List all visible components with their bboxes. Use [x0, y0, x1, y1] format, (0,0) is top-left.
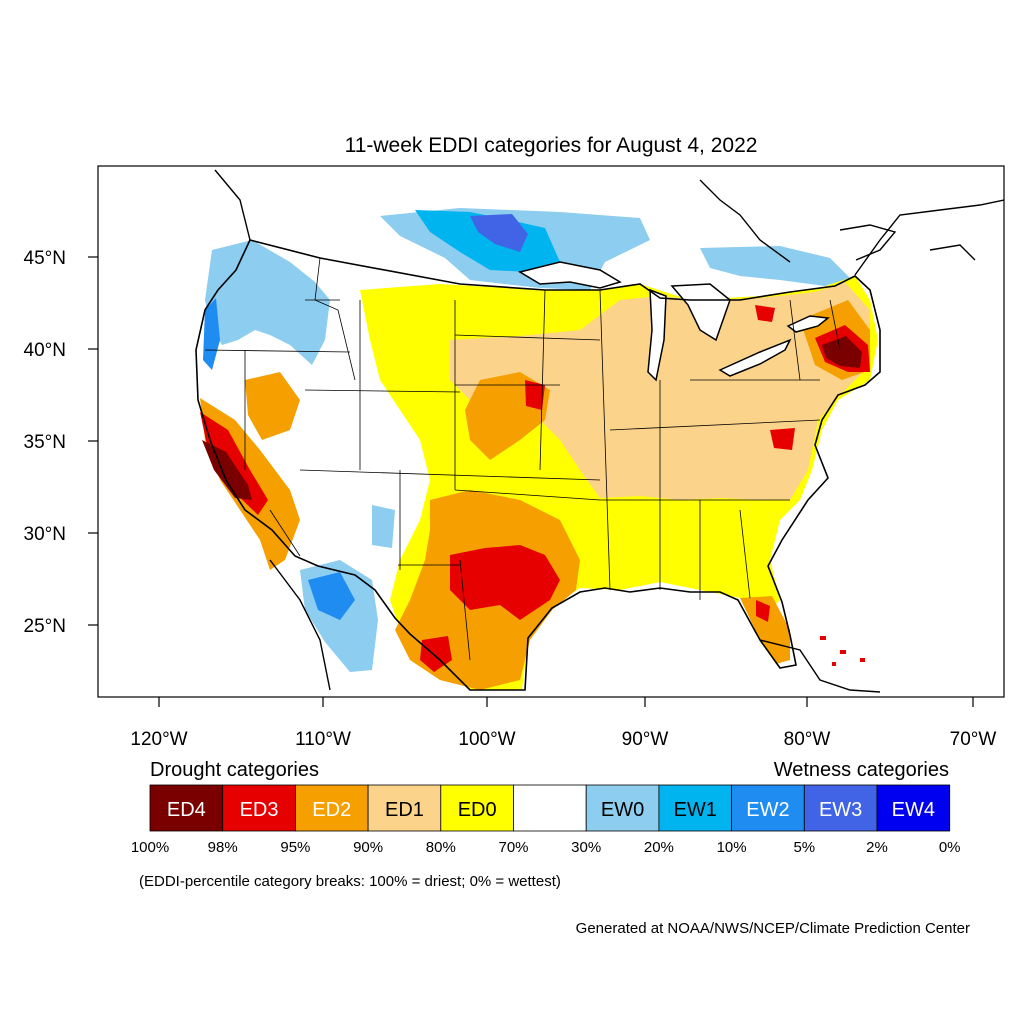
- drought-ed2-great-basin: [245, 372, 300, 440]
- legend-swatch: [294, 784, 369, 832]
- drought-ed3-florida: [756, 600, 770, 622]
- map-title: 11-week EDDI categories for August 4, 20…: [345, 134, 758, 157]
- legend-swatch: [222, 784, 296, 832]
- drought-ed3-ohio: [755, 305, 775, 322]
- wet-lake-superior-core: [470, 214, 528, 252]
- legend-swatch-label: ED2: [312, 799, 351, 821]
- lat-tick-label: 35°N: [24, 432, 66, 453]
- lake-michigan: [647, 288, 667, 382]
- legend-swatch-label: ED1: [385, 799, 424, 821]
- legend-swatch: [876, 784, 951, 832]
- lake-huron: [670, 283, 731, 342]
- legend-swatch: [440, 784, 514, 832]
- lon-tick-label: 110°W: [295, 729, 351, 750]
- legend-swatch-label: ED0: [458, 799, 497, 821]
- legend-break-label: 70%: [498, 839, 528, 856]
- legend-swatch-label: EW2: [746, 799, 789, 821]
- legend-break-label: 90%: [353, 839, 383, 856]
- conus-outline: [195, 239, 881, 691]
- category-legend: ED4 ED3 ED2 ED1 ED0 EW0 EW1 EW2 EW3 EW4: [149, 784, 951, 832]
- map-frame: [97, 165, 1005, 698]
- legend-swatch: [513, 784, 587, 832]
- latitude-axis: 45°N 40°N 35°N 30°N 25°N: [24, 248, 98, 637]
- legend-swatch-label: EW0: [601, 799, 644, 821]
- legend-break-label: 98%: [208, 839, 238, 856]
- legend-break-label: 5%: [793, 839, 815, 856]
- legend-swatch-label: ED4: [167, 799, 206, 821]
- lon-tick-label: 80°W: [784, 729, 831, 750]
- caribbean-specks: [820, 636, 865, 666]
- lake-erie: [718, 338, 792, 377]
- wet-coast-strip: [203, 298, 220, 370]
- legend-swatch: [658, 784, 733, 832]
- legend-break-label: 30%: [571, 839, 601, 856]
- international-lines: [214, 169, 1004, 693]
- longitude-axis: 120°W 110°W 100°W 90°W 80°W 70°W: [130, 697, 996, 750]
- drought-ed4-northeast: [822, 336, 862, 368]
- legend-break-label: 0%: [939, 839, 961, 856]
- lon-tick-label: 120°W: [130, 729, 187, 750]
- lake-superior: [518, 261, 622, 289]
- lat-tick-label: 30°N: [24, 524, 66, 545]
- lon-tick-label: 70°W: [950, 729, 997, 750]
- wetness-heading: Wetness categories: [774, 759, 949, 781]
- legend-swatch: [585, 784, 660, 832]
- legend-swatch: [731, 784, 805, 832]
- legend-break-label: 10%: [717, 839, 747, 856]
- legend-break-label: 80%: [426, 839, 456, 856]
- wet-northern-core: [415, 210, 560, 272]
- drought-ed3-texas: [450, 545, 560, 620]
- drought-ed4-california: [202, 440, 252, 500]
- legend-swatch-label: EW1: [674, 799, 717, 821]
- lake-ontario: [786, 315, 830, 333]
- legend-break-label: 100%: [131, 839, 169, 856]
- legend-break-label: 2%: [866, 839, 888, 856]
- state-borders: [204, 257, 841, 661]
- drought-ed3-virginia: [770, 428, 795, 450]
- legend-swatch-label: EW3: [819, 799, 862, 821]
- drought-ed3-california: [200, 412, 268, 515]
- lat-tick-label: 45°N: [24, 248, 66, 269]
- drought-ed2-florida: [740, 596, 790, 664]
- wet-southwest-core: [308, 572, 355, 620]
- wet-great-lakes-north: [700, 246, 850, 286]
- category-breaks: 100% 98% 95% 90% 80% 70% 30% 20% 10% 5% 2% 0%: [131, 839, 961, 856]
- wet-pacific-northwest: [205, 240, 330, 365]
- lon-tick-label: 100°W: [458, 729, 515, 750]
- map-body: [195, 169, 1004, 693]
- lat-tick-label: 40°N: [24, 340, 66, 361]
- legend-swatch-label: EW4: [892, 799, 935, 821]
- legend-swatch: [149, 784, 224, 832]
- lat-tick-label: 25°N: [24, 616, 66, 637]
- legend-break-label: 95%: [280, 839, 310, 856]
- category-note: (EDDI-percentile category breaks: 100% =…: [139, 873, 561, 890]
- drought-ed3-kansas: [525, 380, 545, 410]
- drought-heading: Drought categories: [150, 759, 319, 781]
- legend-break-label: 20%: [644, 839, 674, 856]
- lon-tick-label: 90°W: [622, 729, 669, 750]
- credit-line: Generated at NOAA/NWS/NCEP/Climate Predi…: [576, 920, 970, 937]
- wet-new-mexico: [372, 505, 395, 548]
- legend-swatch-label: ED3: [240, 799, 279, 821]
- legend-swatch: [367, 784, 442, 832]
